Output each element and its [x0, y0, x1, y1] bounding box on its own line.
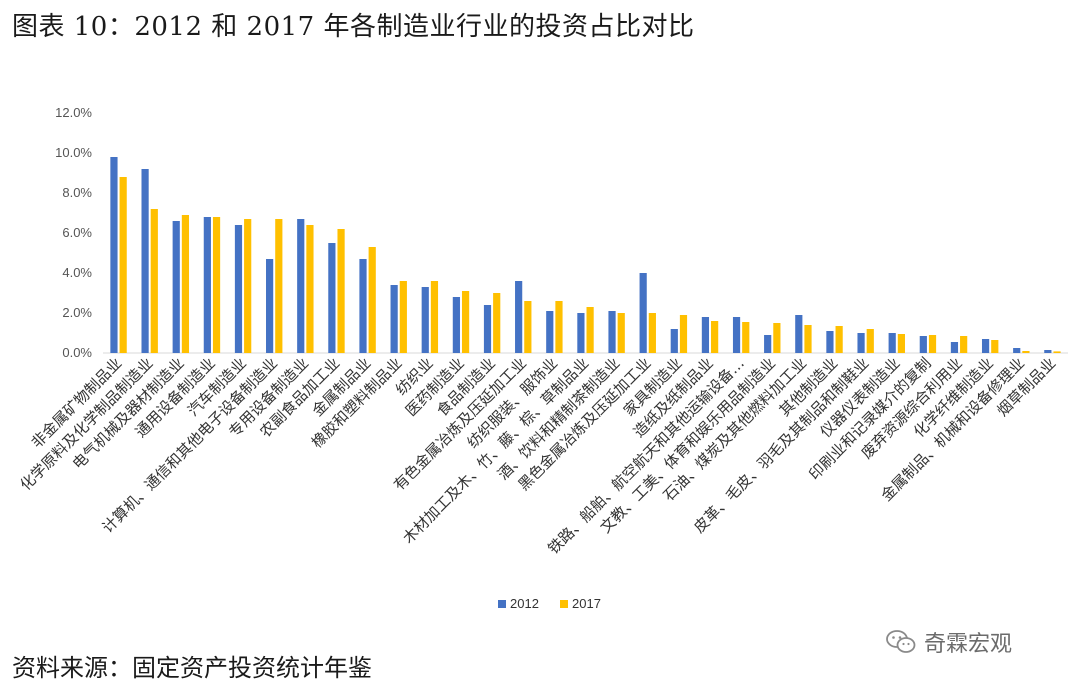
bar-2012	[452, 297, 460, 353]
bar-2012	[141, 169, 149, 353]
bar-2017	[928, 335, 937, 353]
bar-2012	[297, 219, 305, 353]
bar-2012	[981, 339, 990, 353]
bars-group	[110, 157, 1061, 353]
bar-2012	[826, 331, 834, 353]
bar-2017	[897, 334, 905, 353]
y-tick-label: 4.0%	[62, 265, 92, 280]
bar-2012	[328, 243, 336, 353]
y-axis-ticks: 0.0% 2.0% 4.0% 6.0% 8.0% 10.0% 12.0%	[55, 105, 92, 360]
bar-2017	[617, 313, 625, 353]
bar-2012	[639, 273, 647, 353]
bar-2012	[608, 311, 616, 353]
bar-2017	[399, 281, 407, 353]
y-tick-label: 2.0%	[62, 305, 92, 320]
bar-2012	[266, 259, 274, 353]
bar-2017	[679, 315, 688, 353]
bar-2012	[483, 305, 492, 353]
bar-2012	[919, 336, 927, 353]
bar-2012	[546, 311, 554, 353]
y-tick-label: 6.0%	[62, 225, 92, 240]
bar-2012	[359, 259, 367, 353]
bar-2012	[390, 285, 398, 353]
bar-2017	[711, 321, 719, 353]
bar-2017	[804, 325, 812, 353]
bar-2012	[888, 333, 896, 353]
bar-2017	[866, 329, 874, 353]
y-tick-label: 8.0%	[62, 185, 92, 200]
bar-2012	[515, 281, 523, 353]
bar-2012	[764, 335, 772, 353]
bar-2017	[493, 293, 501, 353]
y-tick-label: 0.0%	[62, 345, 92, 360]
bar-2017	[586, 307, 594, 353]
y-tick-label: 10.0%	[55, 145, 92, 160]
bar-2012	[203, 217, 211, 353]
bar-2012	[172, 221, 180, 353]
bar-2017	[991, 340, 999, 353]
bar-2012	[701, 317, 710, 353]
bar-2012	[234, 225, 243, 353]
y-tick-label: 12.0%	[55, 105, 92, 120]
bar-2017	[835, 326, 843, 353]
bar-2017	[648, 313, 656, 353]
legend-swatch-2012	[498, 600, 506, 608]
bar-2017	[212, 217, 221, 353]
bar-2017	[119, 177, 127, 353]
bar-2012	[1044, 350, 1052, 353]
wechat-icon	[886, 630, 916, 653]
bar-2012	[950, 342, 959, 353]
bar-2012	[857, 333, 865, 353]
watermark-text: 奇霖宏观	[924, 632, 1013, 657]
bar-chart: 0.0% 2.0% 4.0% 6.0% 8.0% 10.0% 12.0% 非金属矿物制品业化…	[17, 105, 1068, 611]
category-labels: 非金属矿物制品业化学原料及化学制品制造业电气机械及器材制造业通用设备制造业汽车制…	[17, 354, 1060, 558]
bar-2017	[244, 219, 252, 353]
bar-2017	[1053, 351, 1061, 353]
bar-2017	[742, 322, 750, 353]
bar-2017	[773, 323, 781, 353]
bar-2017	[150, 209, 158, 353]
legend: 2012 2017	[498, 596, 601, 611]
legend-label-2012: 2012	[510, 596, 539, 611]
bar-2017	[555, 301, 563, 353]
bar-2012	[795, 315, 803, 353]
bar-2017	[181, 215, 190, 353]
bar-2012	[732, 317, 741, 353]
bar-2017	[368, 247, 376, 353]
bar-2012	[670, 329, 678, 353]
bar-2017	[524, 301, 532, 353]
legend-swatch-2017	[560, 600, 568, 608]
chart-title: 图表 10：2012 和 2017 年各制造业行业的投资占比对比	[12, 12, 695, 42]
bar-2012	[421, 287, 429, 353]
bar-2017	[275, 219, 283, 353]
legend-label-2017: 2017	[572, 596, 601, 611]
bar-2017	[1022, 351, 1030, 353]
bar-2017	[461, 291, 470, 353]
bar-2012	[577, 313, 585, 353]
bar-2012	[110, 157, 118, 353]
bar-2012	[1013, 348, 1021, 353]
bar-2017	[960, 336, 968, 353]
bar-2017	[337, 229, 345, 353]
bar-2017	[430, 281, 439, 353]
source-note: 资料来源：固定资产投资统计年鉴	[12, 654, 372, 682]
bar-2017	[306, 225, 314, 353]
watermark: 奇霖宏观	[886, 626, 1012, 658]
